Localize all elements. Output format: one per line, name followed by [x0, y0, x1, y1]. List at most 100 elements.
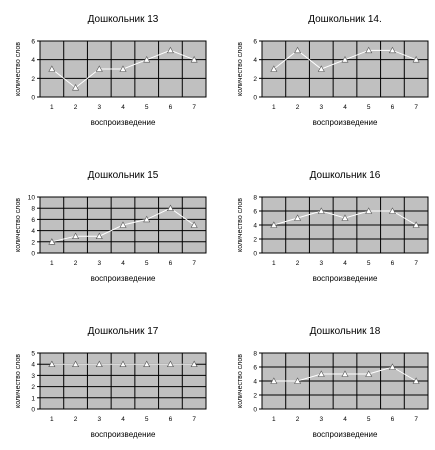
- x-tick-label: 1: [50, 416, 54, 423]
- x-tick-label: 7: [414, 416, 418, 423]
- data-point: [388, 363, 396, 370]
- y-axis-label: количество слов: [15, 354, 22, 408]
- x-tick-label: 4: [343, 416, 347, 423]
- data-point: [341, 56, 349, 63]
- x-tick-label: 6: [391, 416, 395, 423]
- y-tick-label: 0: [253, 251, 257, 258]
- x-tick-label: 6: [391, 104, 395, 111]
- data-point: [119, 221, 127, 228]
- data-point: [412, 221, 420, 228]
- y-axis-label: количество слов: [237, 354, 244, 408]
- x-tick-label: 3: [319, 260, 323, 267]
- y-tick-label: 8: [253, 195, 257, 202]
- y-tick-label: 0: [31, 407, 35, 414]
- x-axis-label: воспроизведение: [313, 274, 378, 283]
- x-tick-label: 3: [97, 104, 101, 111]
- y-tick-label: 6: [253, 365, 257, 372]
- y-tick-label: 0: [253, 95, 257, 102]
- x-axis-label: воспроизведение: [313, 430, 378, 439]
- x-tick-label: 4: [343, 260, 347, 267]
- y-axis-label: количество слов: [237, 42, 244, 96]
- x-tick-label: 6: [391, 260, 395, 267]
- y-tick-label: 8: [253, 351, 257, 358]
- x-tick-label: 3: [97, 416, 101, 423]
- data-point: [72, 232, 80, 239]
- y-tick-label: 0: [31, 251, 35, 258]
- data-point: [143, 215, 151, 223]
- data-point: [119, 65, 127, 72]
- y-tick-label: 6: [253, 209, 257, 216]
- data-point: [365, 370, 373, 377]
- y-tick-label: 2: [31, 239, 35, 246]
- data-point: [48, 360, 56, 367]
- chart-title: Дошкольник 14.: [308, 14, 382, 25]
- chart-4: Дошкольник 16 0 2 4 6 8 1 2 3 4 5 6 7 воспроизведение…: [237, 170, 429, 283]
- x-tick-label: 1: [50, 104, 54, 111]
- data-point: [95, 65, 103, 72]
- x-tick-label: 2: [74, 260, 78, 267]
- x-tick-label: 5: [367, 260, 371, 267]
- x-tick-label: 1: [50, 260, 54, 267]
- chart-5: Дошкольник 17 0 1 2 3 4 5 1 2 3 4 5 6 7 воспроизведени…: [15, 326, 207, 439]
- y-tick-label: 3: [31, 373, 35, 380]
- x-tick-label: 4: [343, 104, 347, 111]
- y-tick-label: 8: [31, 206, 35, 213]
- x-tick-label: 3: [97, 260, 101, 267]
- data-point: [412, 377, 420, 384]
- x-tick-label: 4: [121, 104, 125, 111]
- y-tick-label: 2: [253, 76, 257, 83]
- chart-title: Дошкольник 17: [88, 326, 159, 337]
- y-tick-label: 2: [253, 393, 257, 400]
- x-tick-label: 2: [296, 416, 300, 423]
- x-axis-label: воспроизведение: [91, 274, 156, 283]
- data-point: [317, 370, 325, 377]
- y-tick-label: 2: [31, 76, 35, 83]
- data-point: [388, 46, 396, 54]
- x-axis-label: воспроизведение: [91, 118, 156, 127]
- data-point: [95, 360, 103, 367]
- y-axis-label: количество слов: [237, 198, 244, 252]
- x-tick-label: 5: [367, 416, 371, 423]
- x-tick-label: 3: [319, 416, 323, 423]
- y-tick-label: 4: [253, 57, 257, 64]
- x-tick-label: 5: [145, 104, 149, 111]
- x-tick-label: 1: [272, 260, 276, 267]
- y-tick-label: 2: [31, 384, 35, 391]
- data-point: [270, 377, 278, 384]
- data-point: [412, 56, 420, 63]
- data-point: [294, 377, 302, 384]
- x-axis-label: воспроизведение: [313, 118, 378, 127]
- chart-title: Дошкольник 18: [310, 326, 381, 337]
- data-point: [341, 214, 349, 221]
- x-tick-label: 7: [192, 104, 196, 111]
- chart-title: Дошкольник 13: [88, 14, 159, 25]
- x-tick-label: 5: [367, 104, 371, 111]
- x-tick-label: 1: [272, 416, 276, 423]
- data-point: [190, 221, 198, 228]
- y-tick-label: 6: [31, 39, 35, 46]
- y-tick-label: 4: [31, 228, 35, 235]
- y-tick-label: 1: [31, 395, 35, 402]
- y-axis-label: количество слов: [15, 198, 22, 252]
- y-tick-label: 2: [253, 237, 257, 244]
- x-axis-label: воспроизведение: [91, 430, 156, 439]
- data-point: [388, 207, 396, 214]
- data-point: [270, 221, 278, 228]
- data-point: [166, 360, 174, 367]
- x-tick-label: 7: [414, 104, 418, 111]
- y-tick-label: 4: [31, 57, 35, 64]
- data-point: [166, 204, 174, 211]
- y-tick-label: 4: [253, 379, 257, 386]
- y-tick-label: 5: [31, 351, 35, 358]
- data-point: [341, 370, 349, 377]
- y-axis-label: количество слов: [15, 42, 22, 96]
- chart-title: Дошкольник 16: [310, 170, 381, 181]
- y-tick-label: 0: [253, 407, 257, 414]
- data-point: [294, 214, 302, 221]
- data-point: [48, 238, 56, 245]
- x-tick-label: 4: [121, 416, 125, 423]
- data-point: [317, 65, 325, 72]
- x-tick-label: 3: [319, 104, 323, 111]
- chart-6: Дошкольник 18 0 2 4 6 8 1 2 3 4 5 6 7 воспроизведение…: [237, 326, 429, 439]
